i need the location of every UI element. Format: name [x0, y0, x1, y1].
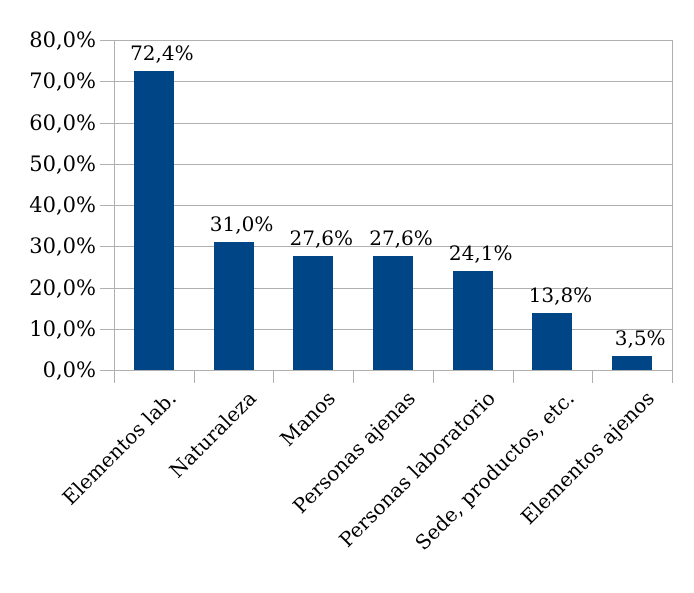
y-axis-tick-label: 60,0%: [29, 110, 96, 135]
y-axis-tick-label: 50,0%: [29, 151, 96, 176]
y-axis-tick: [100, 328, 114, 330]
y-axis-tick: [100, 81, 114, 83]
bar-value-label: 3,5%: [614, 325, 666, 350]
y-axis-tick: [100, 163, 114, 165]
bar-value-label: 31,0%: [209, 212, 274, 237]
y-axis-tick-label: 80,0%: [29, 28, 96, 52]
x-axis-tick: [432, 370, 434, 383]
bar: [213, 242, 254, 370]
bar-value-label: 24,1%: [448, 240, 513, 265]
y-axis-tick-label: 70,0%: [29, 69, 96, 94]
x-axis-tick: [672, 370, 673, 383]
y-axis-tick: [100, 205, 114, 206]
gridline: [114, 370, 672, 371]
bar: [133, 71, 174, 370]
y-axis-tick-label: 20,0%: [29, 275, 96, 300]
bar: [293, 256, 334, 370]
x-axis-tick: [273, 370, 275, 383]
gridline: [114, 246, 672, 248]
y-axis-tick-label: 10,0%: [29, 316, 96, 341]
y-axis-tick-label: 30,0%: [29, 234, 96, 259]
gridline: [114, 205, 672, 206]
x-axis-tick: [512, 370, 514, 383]
bar: [373, 256, 413, 370]
bar-value-label: 27,6%: [289, 226, 354, 251]
bar: [452, 270, 493, 370]
bar-value-label: 72,4%: [130, 41, 194, 66]
bar-value-label: 27,6%: [369, 226, 433, 251]
y-axis-tick: [100, 287, 114, 289]
x-axis-tick: [114, 370, 115, 383]
plot-right-border: [672, 40, 673, 371]
gridline: [114, 122, 672, 124]
bar: [612, 355, 653, 370]
gridline: [114, 81, 672, 83]
y-axis-line: [114, 40, 115, 370]
x-axis-tick: [592, 370, 594, 383]
y-axis-tick: [100, 370, 114, 371]
gridline: [114, 163, 672, 165]
y-axis-tick-label: 40,0%: [29, 193, 96, 217]
y-axis-tick-label: 0,0%: [42, 358, 96, 382]
bar: [532, 313, 573, 370]
y-axis-tick: [100, 122, 114, 124]
x-axis-tick: [353, 370, 355, 383]
gridline: [114, 40, 672, 41]
y-axis-tick: [100, 40, 114, 41]
bar-value-label: 13,8%: [528, 283, 593, 308]
y-axis-tick: [100, 246, 114, 248]
x-axis-tick: [193, 370, 195, 383]
